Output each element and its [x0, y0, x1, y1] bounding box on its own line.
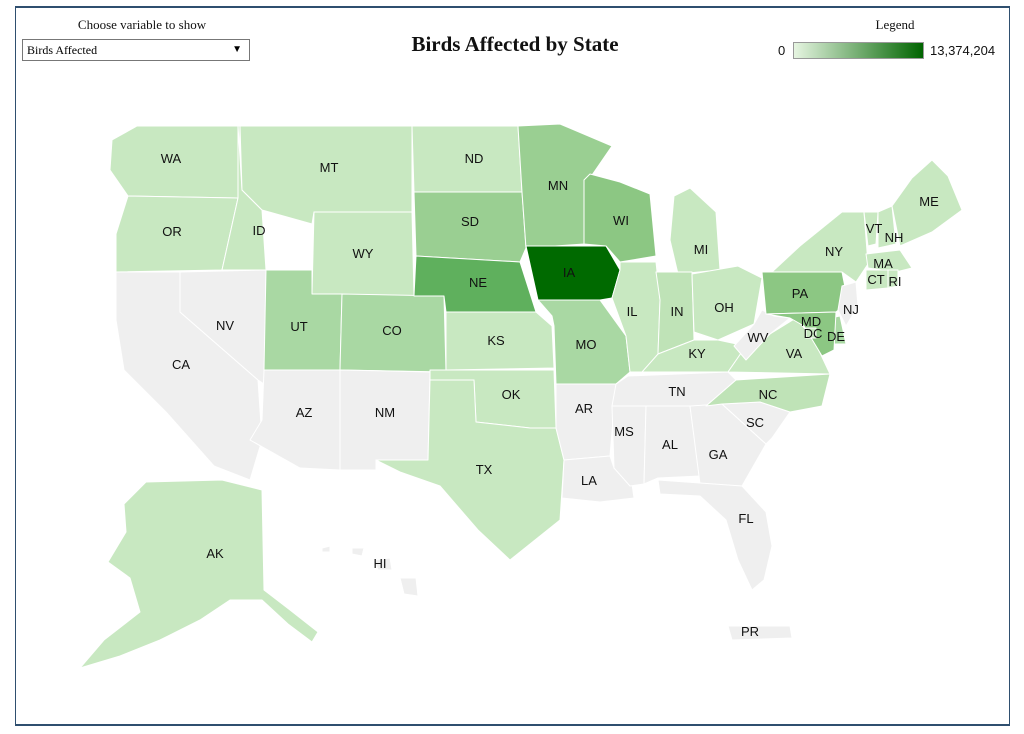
state-label-MA: MA: [873, 256, 893, 271]
state-label-NV: NV: [216, 318, 234, 333]
variable-select-label: Choose variable to show: [77, 17, 207, 32]
state-label-WV: WV: [748, 330, 769, 345]
bottom-rule: [15, 724, 1010, 726]
state-label-WY: WY: [353, 246, 374, 261]
state-NM[interactable]: [339, 369, 431, 471]
state-label-NY: NY: [825, 244, 843, 259]
state-label-MT: MT: [320, 160, 339, 175]
state-ME[interactable]: [891, 159, 963, 247]
state-SD[interactable]: [413, 191, 527, 263]
state-MI[interactable]: [669, 187, 721, 275]
state-label-CO: CO: [382, 323, 402, 338]
state-label-TN: TN: [668, 384, 685, 399]
state-label-SC: SC: [746, 415, 764, 430]
state-label-UT: UT: [290, 319, 307, 334]
state-label-DE: DE: [827, 329, 845, 344]
state-label-KY: KY: [688, 346, 706, 361]
state-label-AR: AR: [575, 401, 593, 416]
state-label-NC: NC: [759, 387, 778, 402]
state-label-WA: WA: [161, 151, 182, 166]
state-label-CT: CT: [867, 272, 884, 287]
state-label-MI: MI: [694, 242, 708, 257]
state-label-MO: MO: [576, 337, 597, 352]
state-label-ID: ID: [253, 223, 266, 238]
state-label-IN: IN: [671, 304, 684, 319]
map-title: Birds Affected by State: [411, 32, 619, 56]
dropdown-arrow-icon: ▼: [232, 44, 242, 55]
variable-select-value: Birds Affected: [27, 43, 98, 57]
page-frame: [15, 7, 1010, 726]
state-label-PR: PR: [741, 624, 759, 639]
state-label-ME: ME: [919, 194, 939, 209]
state-label-RI: RI: [889, 274, 902, 289]
state-label-ND: ND: [465, 151, 484, 166]
state-MA[interactable]: [865, 249, 913, 273]
state-label-HI: HI: [374, 556, 387, 571]
state-label-OH: OH: [714, 300, 734, 315]
state-label-SD: SD: [461, 214, 479, 229]
state-MS[interactable]: [611, 405, 647, 487]
state-label-VT: VT: [866, 221, 883, 236]
state-label-NE: NE: [469, 275, 487, 290]
state-NH[interactable]: [877, 205, 897, 249]
state-label-IA: IA: [563, 265, 576, 280]
state-label-DC: DC: [804, 326, 823, 341]
state-AK[interactable]: [79, 479, 319, 669]
state-NC[interactable]: [705, 373, 831, 413]
state-label-NH: NH: [885, 230, 904, 245]
state-PR[interactable]: [727, 625, 793, 641]
state-label-GA: GA: [709, 447, 728, 462]
state-MD[interactable]: [765, 311, 837, 357]
state-AR[interactable]: [555, 383, 617, 461]
state-TX[interactable]: [375, 379, 565, 561]
top-rule: [15, 6, 1010, 8]
state-VT[interactable]: [863, 211, 879, 247]
state-label-FL: FL: [738, 511, 753, 526]
legend-color-ramp: [793, 42, 924, 59]
state-HI[interactable]: [321, 545, 419, 597]
state-MT[interactable]: [239, 125, 413, 225]
state-label-VA: VA: [786, 346, 803, 361]
state-label-OK: OK: [502, 387, 521, 402]
state-label-WI: WI: [613, 213, 629, 228]
state-label-NJ: NJ: [843, 302, 859, 317]
state-RI[interactable]: [887, 269, 899, 289]
legend-max-label: 13,374,204: [930, 43, 996, 58]
state-label-TX: TX: [476, 462, 493, 477]
state-label-NM: NM: [375, 405, 395, 420]
state-label-MS: MS: [614, 424, 634, 439]
state-NY[interactable]: [771, 211, 869, 283]
state-AZ[interactable]: [249, 369, 341, 471]
legend-title: Legend: [875, 17, 915, 32]
state-label-AK: AK: [206, 546, 224, 561]
state-label-AZ: AZ: [296, 405, 313, 420]
state-DC[interactable]: [805, 327, 817, 339]
state-label-MN: MN: [548, 178, 568, 193]
variable-select[interactable]: Birds Affected ▼: [22, 39, 250, 61]
legend-min-label: 0: [778, 43, 786, 58]
state-label-AL: AL: [662, 437, 678, 452]
state-label-LA: LA: [581, 473, 597, 488]
state-KS[interactable]: [445, 311, 555, 371]
state-OR[interactable]: [115, 195, 239, 273]
state-WI[interactable]: [583, 173, 657, 263]
state-FL[interactable]: [657, 479, 773, 591]
state-label-KS: KS: [487, 333, 505, 348]
state-AL[interactable]: [643, 405, 701, 485]
state-label-CA: CA: [172, 357, 190, 372]
state-label-OR: OR: [162, 224, 182, 239]
state-label-PA: PA: [792, 286, 809, 301]
state-label-MD: MD: [801, 314, 821, 329]
state-label-IL: IL: [627, 304, 638, 319]
state-NJ[interactable]: [837, 281, 859, 327]
